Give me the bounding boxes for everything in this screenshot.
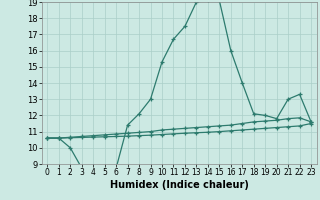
- X-axis label: Humidex (Indice chaleur): Humidex (Indice chaleur): [110, 180, 249, 190]
